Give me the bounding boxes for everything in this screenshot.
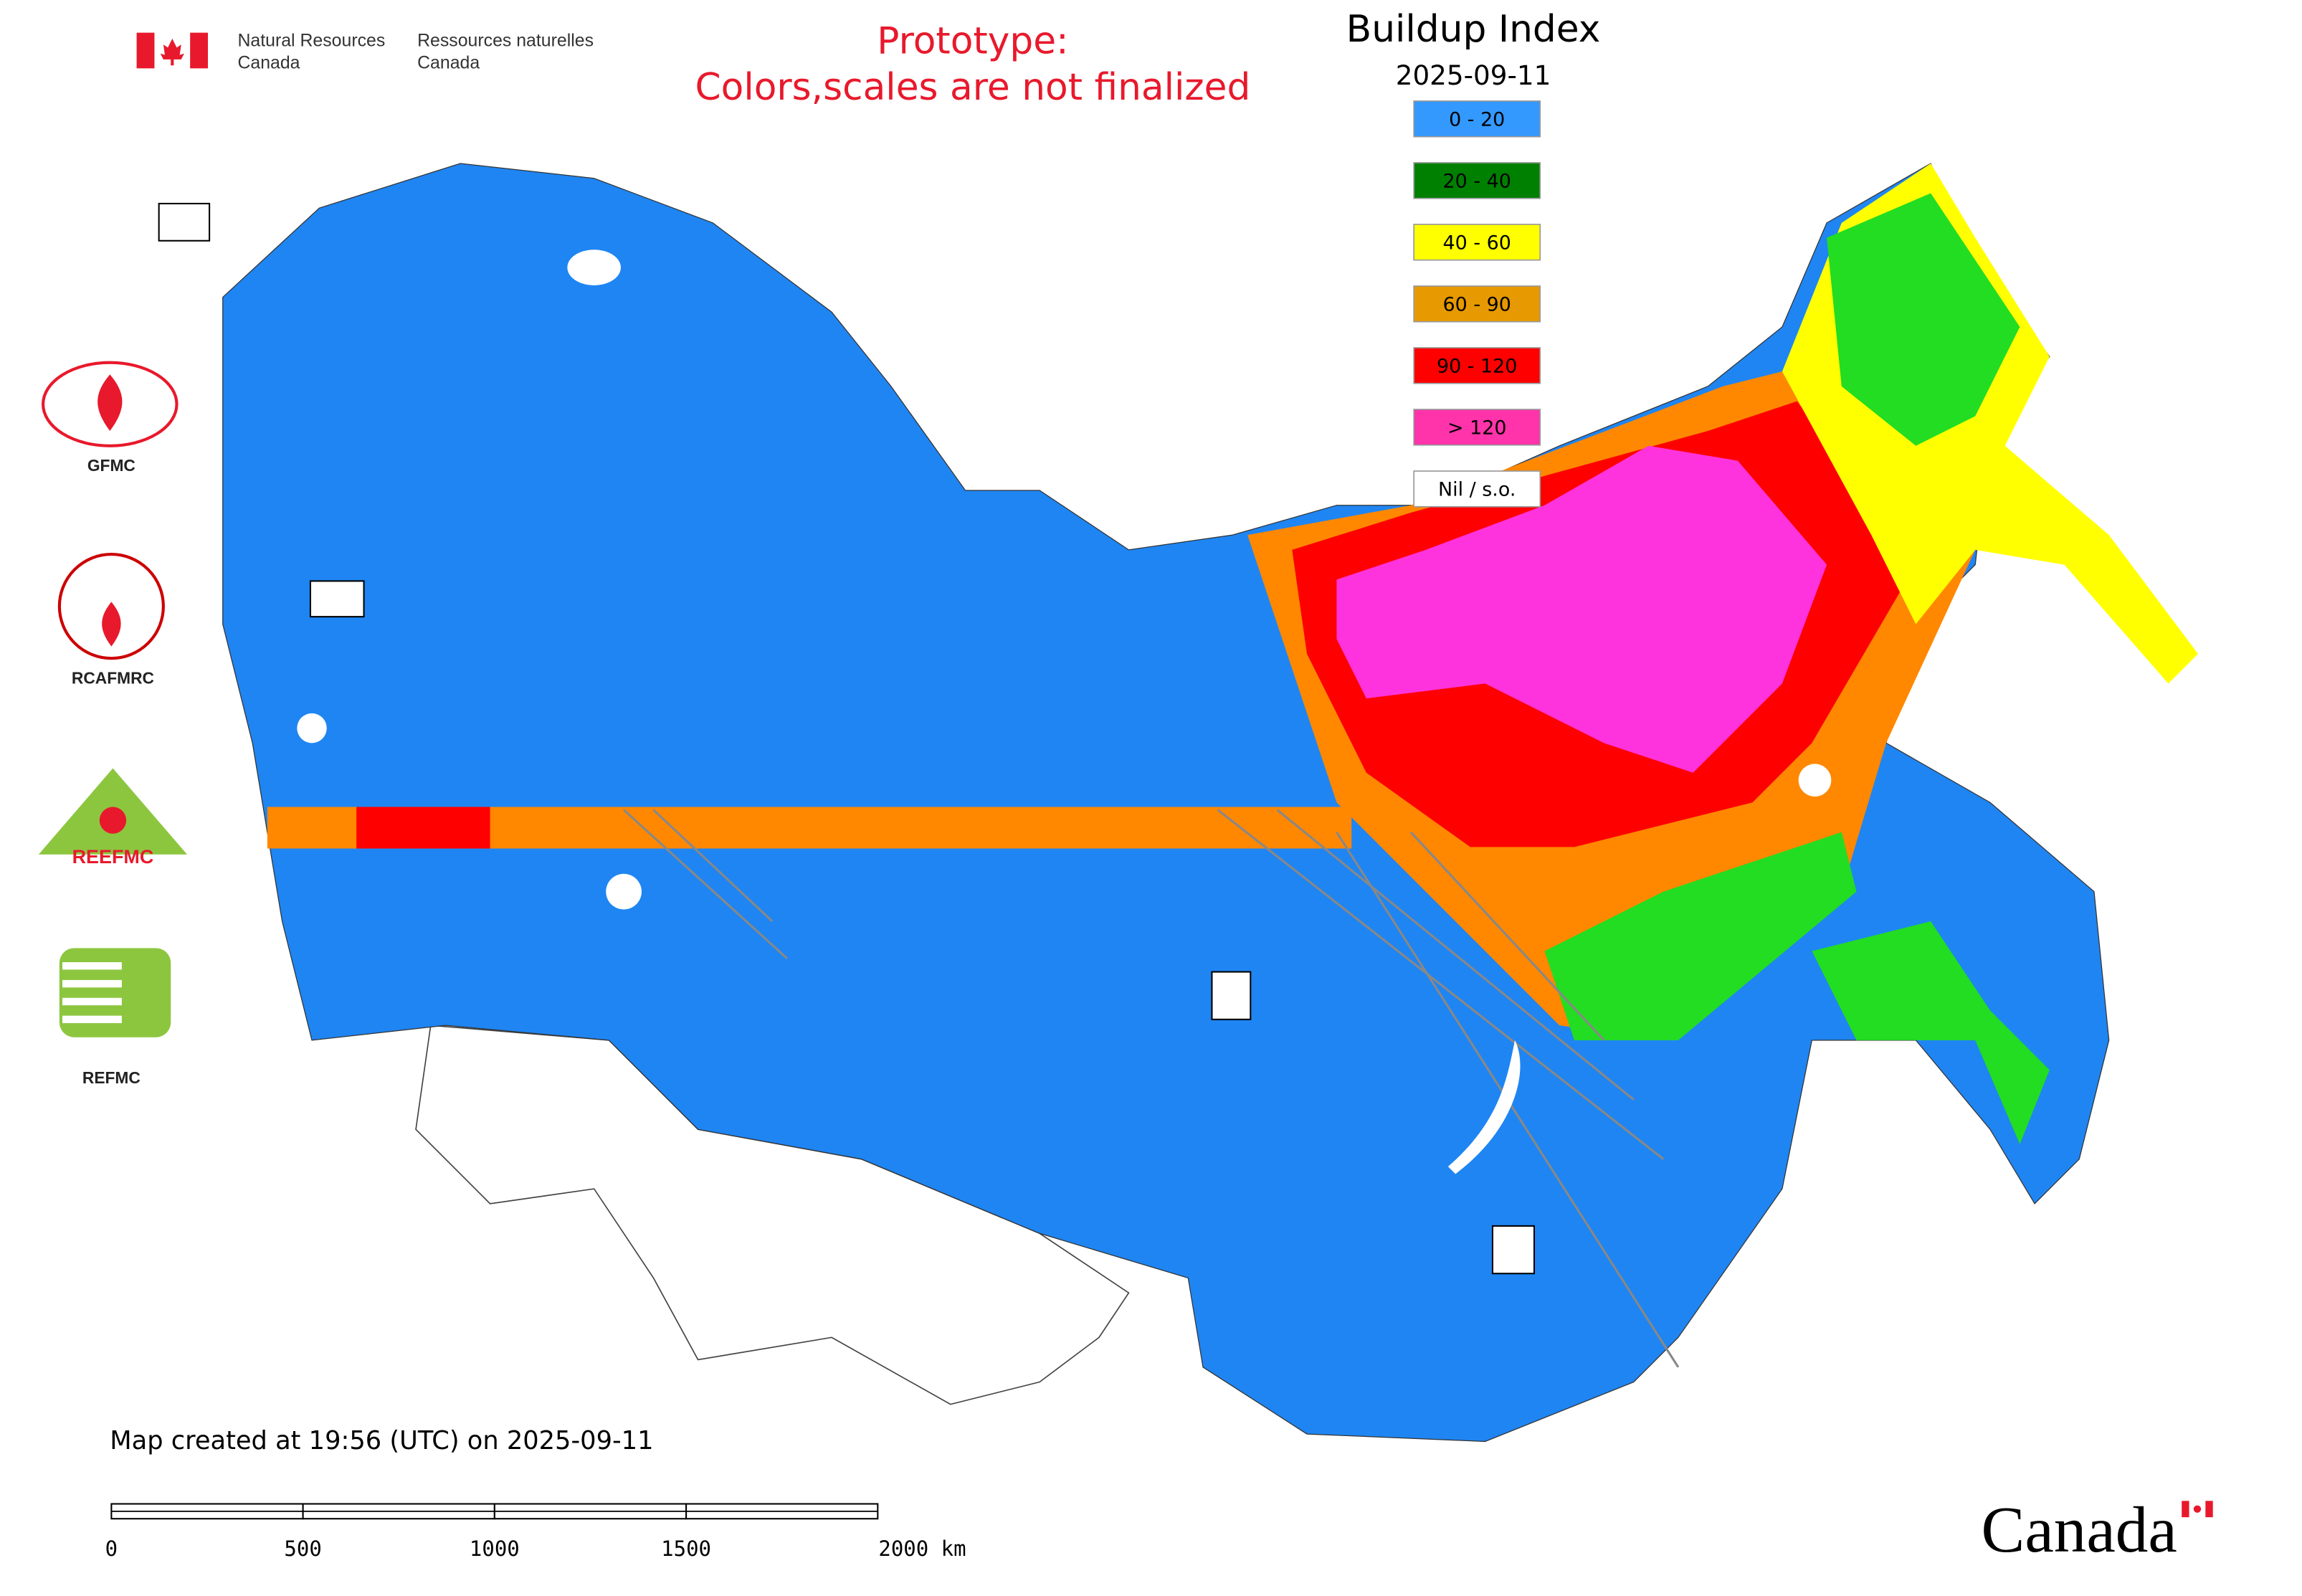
no-data (1798, 764, 1832, 797)
legend-swatch (1413, 409, 1541, 446)
prototype-note: Prototype: (877, 20, 1068, 63)
dept-en: Natural Resources (237, 30, 385, 50)
legend-swatch (1413, 162, 1541, 199)
legend-swatch (1413, 347, 1541, 384)
map (222, 163, 2198, 1443)
bui-green (1544, 193, 2050, 1144)
legend: Buildup Index 2025-09-11 0 - 20 20 - 40 40… (1346, 8, 1601, 508)
scale-label: 2000 km (878, 1536, 966, 1561)
wordmark: Canada (1982, 1493, 2177, 1566)
logo-gfmc (42, 361, 179, 447)
legend-label: 90 - 120 (1437, 355, 1517, 377)
scale-label: 0 (105, 1536, 118, 1561)
legend-label: 40 - 60 (1443, 232, 1511, 254)
dept-fr: Ressources naturelles (417, 30, 594, 50)
header-flag (136, 32, 209, 69)
map-logo (1491, 1225, 1536, 1275)
canada-wordmark: Canada (1982, 1493, 2213, 1566)
legend-date: 2025-09-11 (1396, 60, 1551, 91)
created-note: Map created at 19:56 (UTC) on 2025-09-11 (110, 1426, 653, 1455)
scale-label: 500 (284, 1536, 321, 1561)
lake-baikal (1447, 1040, 1521, 1174)
logo-text: REEFMC (72, 846, 154, 868)
legend-label: Nil / s.o. (1438, 478, 1516, 500)
legend-swatch (1413, 100, 1541, 138)
dept-en: Canada (237, 52, 300, 72)
map-logo (1211, 971, 1252, 1020)
logo-label: REFMC (82, 1068, 141, 1087)
legend-swatch (1413, 470, 1541, 508)
legend-title: Buildup Index (1346, 8, 1601, 51)
bui-magenta (1336, 445, 1827, 773)
dept-fr: Canada (417, 52, 480, 72)
scale-bar: 0 500 1000 1500 2000 km (105, 1503, 966, 1561)
logos: GFMC RCAFMRC REEFMC REFMC (38, 202, 1536, 1275)
legend-label: 60 - 90 (1443, 293, 1511, 315)
scale-label: 1000 (470, 1536, 520, 1561)
legend-label: 0 - 20 (1449, 108, 1505, 130)
artifact-streaks (623, 809, 1680, 1368)
legend-label: > 120 (1447, 417, 1506, 439)
logo-refmc (59, 948, 171, 1037)
no-data (297, 713, 327, 744)
logo-label: GFMC (87, 456, 135, 475)
legend-label: 20 - 40 (1443, 170, 1511, 192)
no-data (567, 250, 621, 285)
artifact-band (356, 807, 490, 849)
scale-label: 1500 (661, 1536, 711, 1561)
map-logo (158, 202, 211, 242)
legend-swatch (1413, 285, 1541, 323)
map-logo (309, 580, 365, 618)
logo-label: RCAFMRC (72, 668, 154, 687)
prototype-note: Colors,scales are not finalized (695, 66, 1250, 109)
no-data (606, 873, 642, 910)
legend-swatch (1413, 224, 1541, 261)
